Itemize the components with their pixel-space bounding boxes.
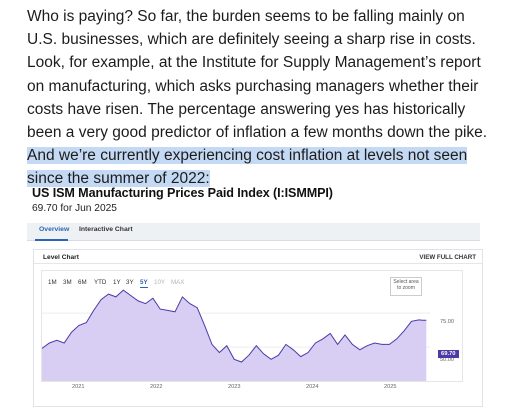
view-full-chart-link[interactable]: VIEW FULL CHART <box>419 254 476 261</box>
panel-title: Level Chart <box>43 254 79 261</box>
tab-overview[interactable]: Overview <box>39 226 70 233</box>
x-tick-2025: 2025 <box>384 384 397 390</box>
range-3m[interactable]: 3M <box>63 279 72 286</box>
chart-tab-bar: Overview Interactive Chart <box>27 223 480 241</box>
article-text: Who is paying? So far, the burden seems … <box>27 8 488 142</box>
range-3y[interactable]: 3Y <box>126 279 134 286</box>
chart-subtitle: 69.70 for Jun 2025 <box>32 203 117 214</box>
tab-interactive-chart[interactable]: Interactive Chart <box>79 226 133 233</box>
range-max: MAX <box>171 279 185 286</box>
range-10y: 10Y <box>154 279 166 286</box>
x-tick-2024: 2024 <box>306 384 319 390</box>
x-tick-2021: 2021 <box>72 384 85 390</box>
range-6m[interactable]: 6M <box>78 279 87 286</box>
range-5y[interactable]: 5Y <box>140 279 148 288</box>
current-value-badge: 69.70 <box>438 350 459 358</box>
series-area <box>42 290 427 381</box>
active-tab-indicator <box>35 239 68 241</box>
range-1y[interactable]: 1Y <box>113 279 121 286</box>
zoom-hint: Select area to zoom <box>390 277 422 296</box>
series-line <box>42 289 427 363</box>
chart-plot[interactable]: 1M 3M 6M YTD 1Y 3Y 5Y 10Y MAX Select are… <box>41 270 463 382</box>
y-tick-50: 50.00 <box>440 357 454 363</box>
area-chart <box>42 289 430 381</box>
x-tick-2022: 2022 <box>150 384 163 390</box>
panel-divider <box>34 263 482 264</box>
article-paragraph: Who is paying? So far, the burden seems … <box>27 5 495 191</box>
highlighted-text[interactable]: And we’re currently experiencing cost in… <box>27 147 468 188</box>
x-tick-2023: 2023 <box>228 384 241 390</box>
range-ytd[interactable]: YTD <box>94 279 107 286</box>
chart-title[interactable]: US ISM Manufacturing Prices Paid Index (… <box>32 186 333 200</box>
level-chart-panel: Level Chart VIEW FULL CHART 1M 3M 6M YTD… <box>33 249 483 407</box>
y-tick-75: 75.00 <box>440 319 454 325</box>
range-1m[interactable]: 1M <box>48 279 57 286</box>
